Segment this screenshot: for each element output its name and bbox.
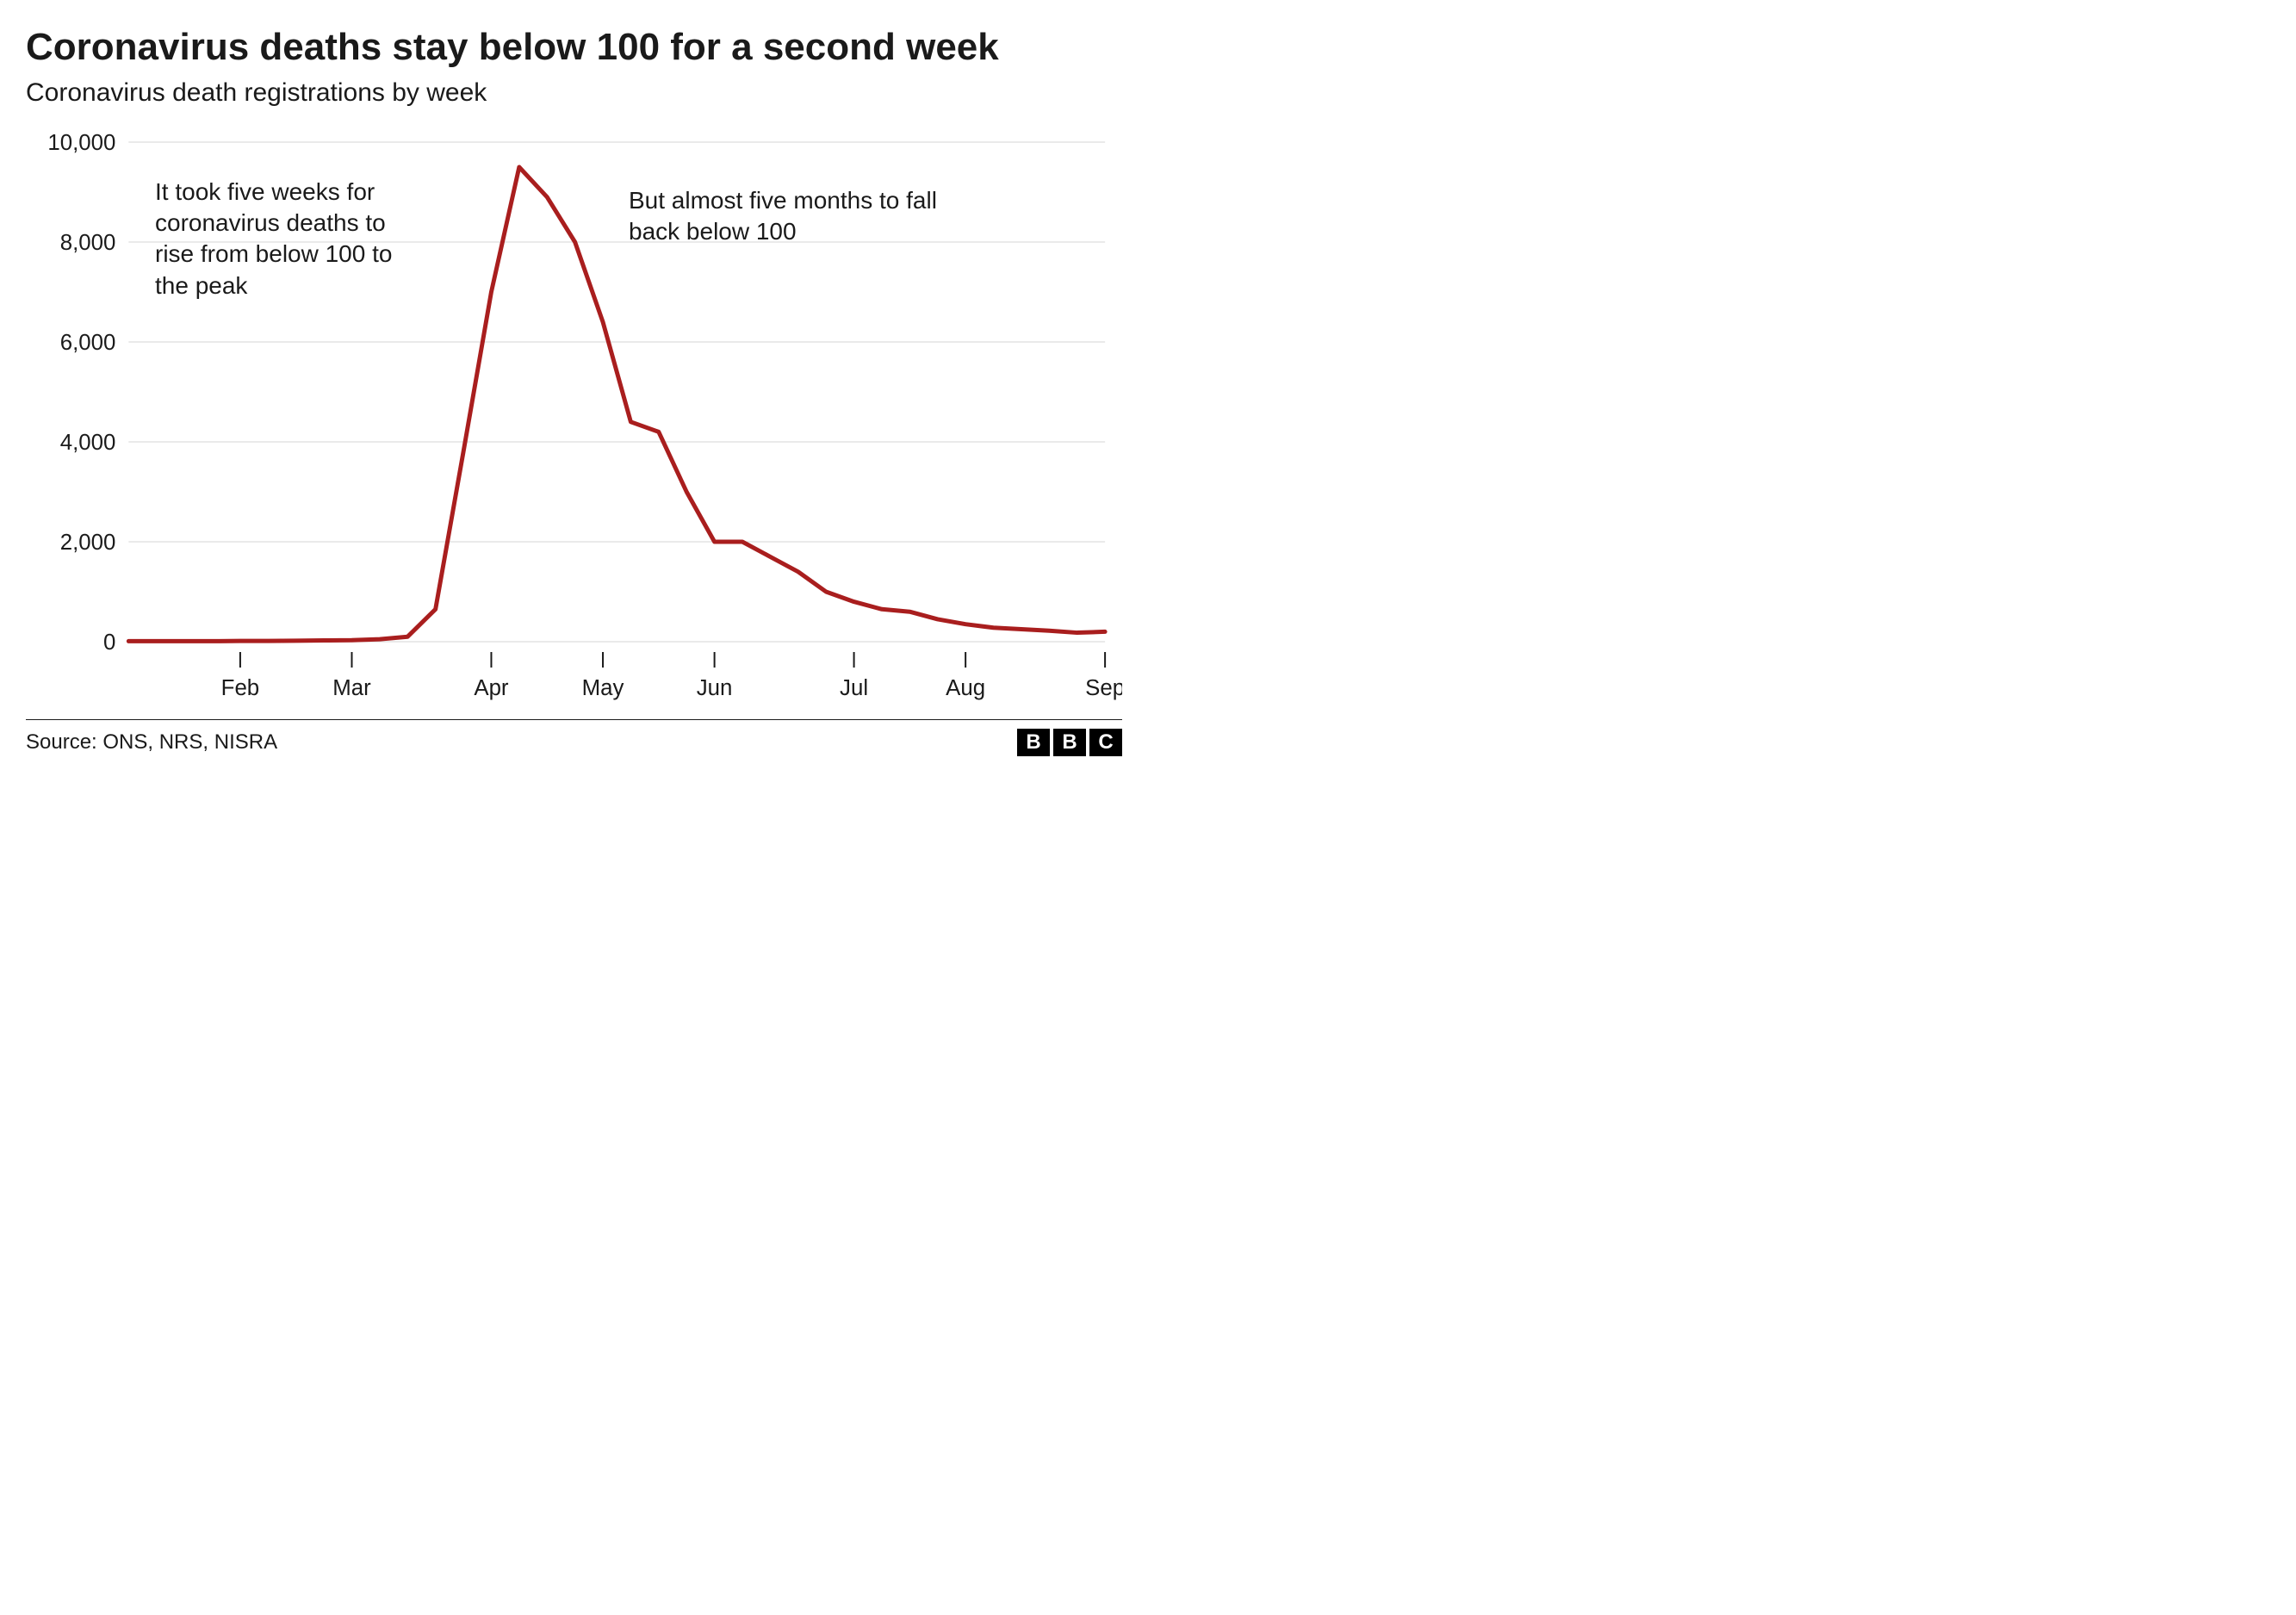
chart-title: Coronavirus deaths stay below 100 for a … xyxy=(26,26,1122,70)
bbc-block-1: B xyxy=(1017,729,1050,756)
svg-text:Jun: Jun xyxy=(697,676,733,700)
svg-text:May: May xyxy=(582,676,624,700)
chart-area: 0 2,000 4,000 6,000 8,000 10,000 Feb Mar Apr May… xyxy=(26,125,1122,711)
svg-text:Apr: Apr xyxy=(474,676,509,700)
svg-text:2,000: 2,000 xyxy=(60,531,116,555)
chart-footer: Source: ONS, NRS, NISRA B B C xyxy=(26,719,1122,756)
svg-text:8,000: 8,000 xyxy=(60,231,116,255)
svg-text:10,000: 10,000 xyxy=(47,131,115,155)
source-text: Source: ONS, NRS, NISRA xyxy=(26,730,277,755)
svg-text:Jul: Jul xyxy=(840,676,868,700)
bbc-block-2: B xyxy=(1053,729,1086,756)
svg-text:Sep: Sep xyxy=(1085,676,1122,700)
svg-text:0: 0 xyxy=(103,630,115,655)
svg-text:6,000: 6,000 xyxy=(60,331,116,355)
svg-text:4,000: 4,000 xyxy=(60,431,116,455)
chart-subtitle: Coronavirus death registrations by week xyxy=(26,78,1122,108)
svg-text:Mar: Mar xyxy=(332,676,371,700)
svg-text:Feb: Feb xyxy=(221,676,260,700)
bbc-block-3: C xyxy=(1089,729,1122,756)
bbc-logo: B B C xyxy=(1017,729,1122,756)
chart-container: Coronavirus deaths stay below 100 for a … xyxy=(0,0,1148,808)
svg-text:Aug: Aug xyxy=(946,676,985,700)
annotation-left: It took five weeks for coronavirus death… xyxy=(155,177,431,302)
annotation-right: But almost five months to fall back belo… xyxy=(629,185,947,248)
